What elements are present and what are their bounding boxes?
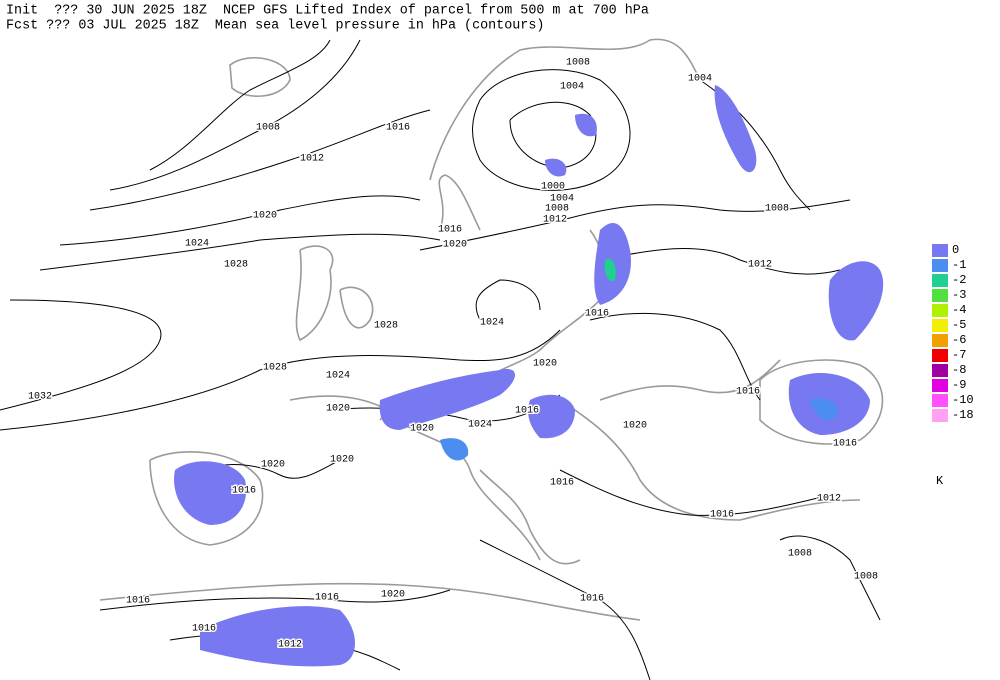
isobar-label: 1004 (550, 194, 574, 205)
isobar-label: 1028 (224, 260, 248, 271)
legend-label: -18 (952, 408, 974, 422)
isobar-label: 1012 (300, 154, 324, 165)
isobar-label: 1012 (817, 494, 841, 505)
legend-swatch (932, 289, 948, 302)
isobar-label: 1020 (261, 460, 285, 471)
legend-label: -10 (952, 393, 974, 407)
isobar-label: 1028 (263, 363, 287, 374)
legend-label: -1 (952, 258, 966, 272)
isobar-label: 1008 (854, 572, 878, 583)
coastlines (99, 38, 884, 621)
legend-swatch (932, 364, 948, 377)
isobar-label: 1016 (515, 406, 539, 417)
isobar-label: 1032 (28, 392, 52, 403)
legend-label: -5 (952, 318, 966, 332)
legend-label: -2 (952, 273, 966, 287)
isobar-label: 1012 (543, 215, 567, 226)
header-line: Fcst ??? 03 JUL 2025 18Z Mean sea level … (6, 19, 544, 34)
legend-label: -4 (952, 303, 966, 317)
isobar-label: 1020 (623, 421, 647, 432)
legend-label: -8 (952, 363, 966, 377)
isobar-label: 1020 (410, 424, 434, 435)
isobar-label: 1016 (833, 439, 857, 450)
isobar-label: 1008 (765, 204, 789, 215)
isobar-label: 1020 (326, 404, 350, 415)
isobar-label: 1024 (468, 420, 492, 431)
legend-swatch (932, 304, 948, 317)
isobar-label: 1016 (585, 309, 609, 320)
isobar-label: 1012 (748, 260, 772, 271)
legend-swatch (932, 319, 948, 332)
isobar-label: 1016 (710, 510, 734, 521)
isobar-label: 1016 (126, 596, 150, 607)
isobar-label: 1016 (736, 387, 760, 398)
isobar-label: 1024 (185, 239, 209, 250)
isobar-label: 1024 (480, 318, 504, 329)
isobar-label: 1020 (533, 359, 557, 370)
legend-swatch (932, 379, 948, 392)
isobar-label: 1008 (256, 123, 280, 134)
header-line: Init ??? 30 JUN 2025 18Z NCEP GFS Lifted… (6, 4, 649, 19)
isobar-label: 1020 (381, 590, 405, 601)
isobar-label: 1008 (566, 58, 590, 69)
isobar-label: 1000 (541, 182, 565, 193)
legend-label: -6 (952, 333, 966, 347)
isobar-label: 1020 (330, 455, 354, 466)
isobar-label: 1004 (560, 82, 584, 93)
legend-swatch (932, 349, 948, 362)
isobar-label: 1004 (688, 74, 712, 85)
isobar-label: 1028 (374, 321, 398, 332)
lifted-index-areas (174, 85, 884, 667)
isobar-label: 1008 (545, 204, 569, 215)
isobar-label: 1008 (788, 549, 812, 560)
isobar-label: 1016 (192, 624, 216, 635)
legend-label: -9 (952, 378, 966, 392)
legend-swatch (932, 259, 948, 272)
isobar-label: 1016 (386, 123, 410, 134)
isobar-label: 1016 (580, 594, 604, 605)
isobar-label: 1024 (326, 371, 350, 382)
isobar-label: 1016 (438, 225, 462, 236)
isobar-label: 1016 (315, 593, 339, 604)
legend-swatch (932, 334, 948, 347)
isobar-label: 1020 (253, 211, 277, 222)
isobar-label: 1016 (550, 478, 574, 489)
legend-label: -7 (952, 348, 966, 362)
legend-label: 0 (952, 243, 959, 257)
legend-swatch (932, 409, 948, 422)
legend-swatch (932, 244, 948, 257)
legend-swatch (932, 394, 948, 407)
legend-swatch (932, 274, 948, 287)
isobar-label: 1012 (278, 640, 302, 651)
isobar-label: 1016 (232, 486, 256, 497)
legend-unit: K (936, 474, 944, 488)
legend-label: -3 (952, 288, 966, 302)
isobar-label: 1020 (443, 240, 467, 251)
